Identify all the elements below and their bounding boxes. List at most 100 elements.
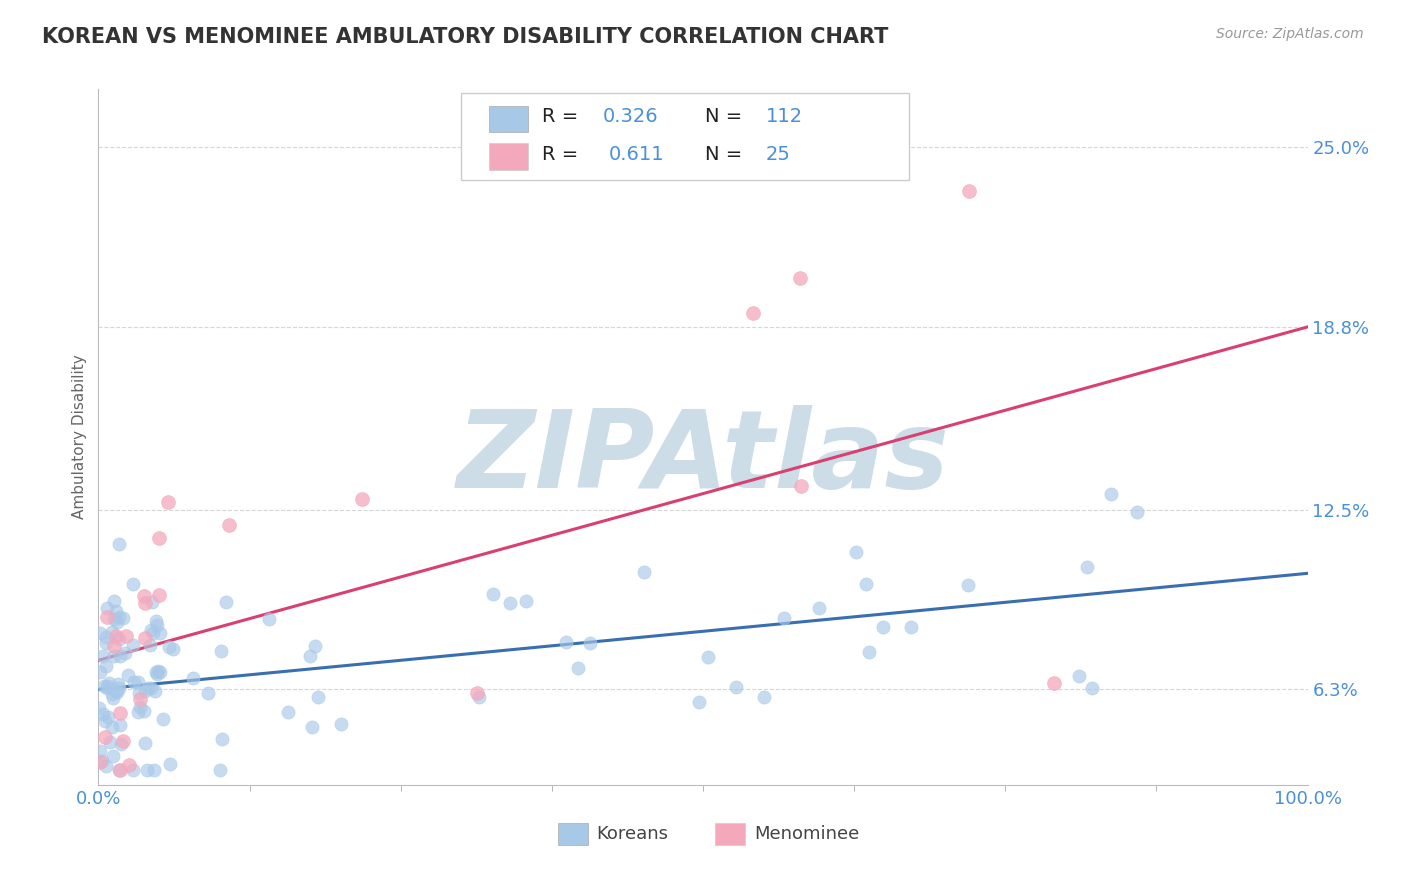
Point <box>108 632 131 647</box>
Bar <box>489 106 527 132</box>
Point <box>103 691 125 706</box>
Point <box>108 649 131 664</box>
Point <box>298 648 321 663</box>
Point <box>108 537 131 551</box>
Point <box>103 612 125 626</box>
Point <box>107 764 129 778</box>
Point <box>134 705 156 719</box>
Point <box>145 614 167 628</box>
Point <box>110 738 132 752</box>
Point <box>91 648 114 663</box>
Point <box>858 645 880 659</box>
Point <box>209 644 232 658</box>
Point <box>845 545 868 559</box>
Point <box>790 479 813 493</box>
Point <box>136 764 159 778</box>
Point <box>139 638 162 652</box>
Point <box>148 588 170 602</box>
Point <box>108 681 131 696</box>
Point <box>149 665 172 679</box>
Point <box>277 705 299 719</box>
Text: N =: N = <box>706 107 749 127</box>
Point <box>108 718 131 732</box>
Point <box>136 681 159 695</box>
Point <box>96 709 118 723</box>
Point <box>96 679 118 693</box>
Point <box>752 690 775 704</box>
Point <box>96 600 118 615</box>
Point <box>146 618 169 632</box>
Point <box>211 732 233 747</box>
Point <box>957 184 980 198</box>
Text: ZIPAtlas: ZIPAtlas <box>457 405 949 511</box>
Point <box>633 565 655 579</box>
Point <box>900 620 922 634</box>
Bar <box>558 823 588 846</box>
Point <box>94 714 117 728</box>
Point <box>104 683 127 698</box>
Text: 112: 112 <box>766 107 803 127</box>
Point <box>101 687 124 701</box>
Point <box>688 695 710 709</box>
Point <box>146 666 169 681</box>
Point <box>218 518 240 533</box>
Point <box>105 629 128 643</box>
Point <box>134 589 156 603</box>
Point <box>105 684 128 698</box>
Bar <box>489 144 527 169</box>
Point <box>789 270 811 285</box>
Point <box>301 720 323 734</box>
Point <box>957 578 980 592</box>
Point <box>139 681 162 695</box>
Point <box>215 595 238 609</box>
Text: R =: R = <box>543 145 591 164</box>
Point <box>183 671 205 685</box>
Point <box>96 610 118 624</box>
FancyBboxPatch shape <box>461 93 908 179</box>
Point <box>107 615 129 630</box>
Point <box>142 626 165 640</box>
Bar <box>716 823 745 846</box>
Point <box>128 686 150 700</box>
Point <box>117 668 139 682</box>
Point <box>162 642 184 657</box>
Point <box>307 690 329 704</box>
Point <box>159 756 181 771</box>
Point <box>108 706 131 721</box>
Point <box>121 576 143 591</box>
Point <box>89 626 111 640</box>
Text: Source: ZipAtlas.com: Source: ZipAtlas.com <box>1216 27 1364 41</box>
Point <box>134 632 156 646</box>
Point <box>107 677 129 691</box>
Text: N =: N = <box>706 145 749 164</box>
Point <box>304 639 326 653</box>
Point <box>143 684 166 698</box>
Point <box>111 611 134 625</box>
Point <box>157 640 180 654</box>
Point <box>1076 560 1098 574</box>
Point <box>209 764 232 778</box>
Point <box>90 754 112 768</box>
Point <box>567 661 589 675</box>
Point <box>555 635 578 649</box>
Point <box>134 684 156 698</box>
Point <box>578 636 600 650</box>
Point <box>772 611 794 625</box>
Point <box>101 749 124 764</box>
Point <box>94 630 117 644</box>
Point <box>330 717 353 731</box>
Point <box>149 626 172 640</box>
Point <box>724 680 747 694</box>
Point <box>465 686 488 700</box>
Point <box>152 712 174 726</box>
Point <box>145 665 167 679</box>
Point <box>94 636 117 650</box>
Point <box>108 764 131 778</box>
Point <box>467 690 489 704</box>
Text: KOREAN VS MENOMINEE AMBULATORY DISABILITY CORRELATION CHART: KOREAN VS MENOMINEE AMBULATORY DISABILIT… <box>42 27 889 46</box>
Point <box>257 612 280 626</box>
Point <box>103 639 125 653</box>
Point <box>93 680 115 694</box>
Point <box>89 755 111 769</box>
Point <box>94 659 117 673</box>
